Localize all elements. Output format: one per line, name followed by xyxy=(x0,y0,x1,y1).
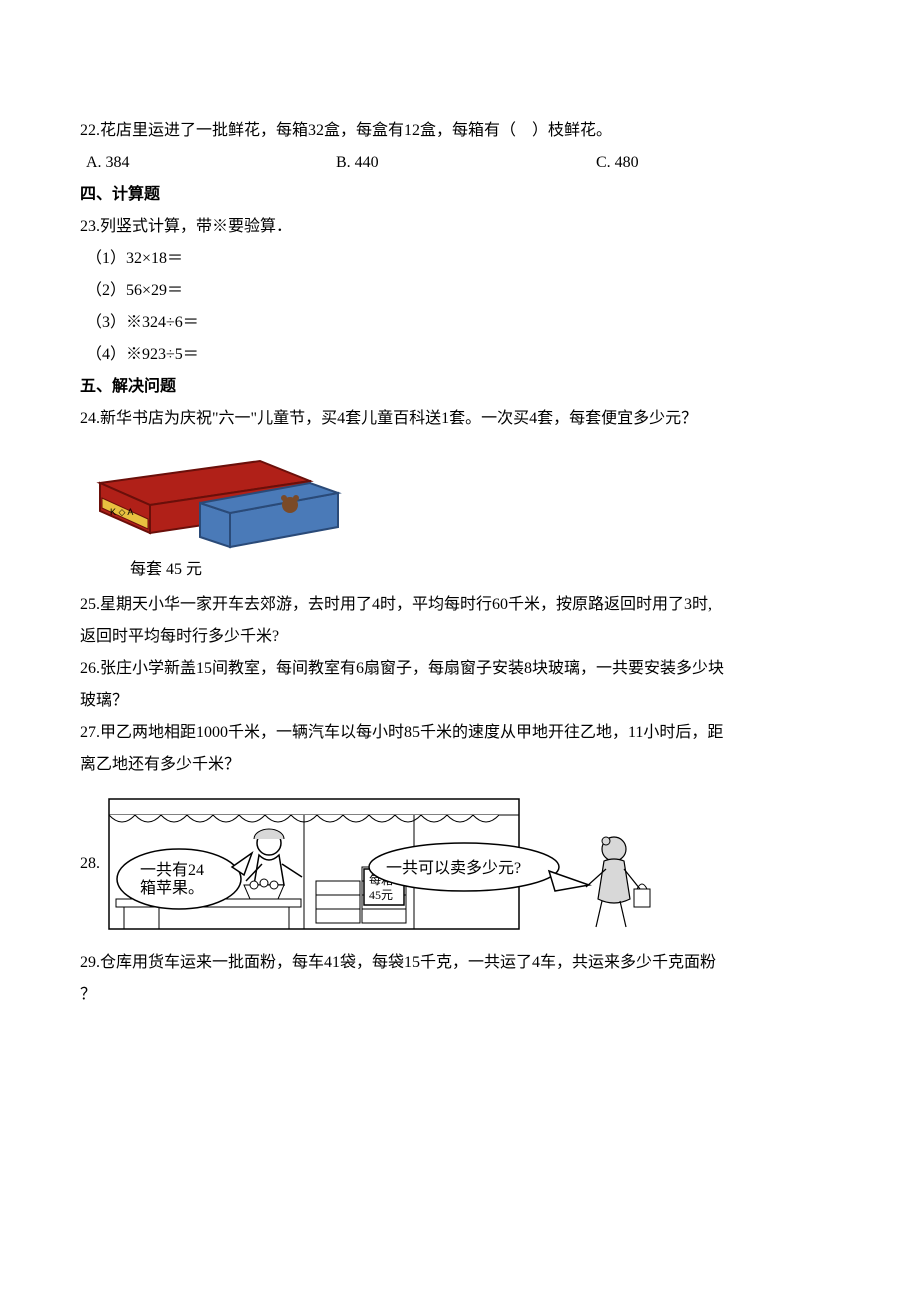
q29-line2: ？ xyxy=(80,979,840,1011)
svg-text:箱苹果。: 箱苹果。 xyxy=(140,879,204,897)
q26-line1: 26.张庄小学新盖15间教室，每间教室有6扇窗子，每扇窗子安装8块玻璃，一共要安… xyxy=(80,653,840,685)
q26-line2: 玻璃？ xyxy=(80,685,840,717)
svg-text:45元: 45元 xyxy=(369,888,393,902)
q23-sub3: （3）※324÷6＝ xyxy=(80,307,840,339)
q24-image: K ◇ A xyxy=(80,443,840,553)
q22-opt-b: B. 440 xyxy=(336,147,596,179)
q25-line2: 返回时平均每时行多少千米? xyxy=(80,621,840,653)
q24-caption: 每套 45 元 xyxy=(80,557,840,583)
q23-sub1: （1）32×18＝ xyxy=(80,243,840,275)
q27-line2: 离乙地还有多少千米？ xyxy=(80,749,840,781)
q22-options: A. 384 B. 440 C. 480 xyxy=(80,147,840,179)
q28-number: 28. xyxy=(80,855,100,873)
q24-text: 24.新华书店为庆祝"六一"儿童节，买4套儿童百科送1套。一次买4套，每套便宜多… xyxy=(80,403,840,435)
q22-text: 22.花店里运进了一批鲜花，每箱32盒，每盒有12盒，每箱有（ ）枝鲜花。 xyxy=(80,115,840,147)
q25-line1: 25.星期天小华一家开车去郊游，去时用了4时，平均每时行60千米，按原路返回时用… xyxy=(80,589,840,621)
q27-line1: 27.甲乙两地相距1000千米，一辆汽车以每小时85千米的速度从甲地开往乙地，1… xyxy=(80,717,840,749)
q22-opt-a: A. 384 xyxy=(86,147,336,179)
svg-text:一共有24: 一共有24 xyxy=(140,861,204,879)
section5-heading: 五、解决问题 xyxy=(80,371,840,403)
q22-opt-c: C. 480 xyxy=(596,147,840,179)
svg-text:K ◇ A: K ◇ A xyxy=(110,507,133,517)
q23-sub4: （4）※923÷5＝ xyxy=(80,339,840,371)
q23-sub2: （2）56×29＝ xyxy=(80,275,840,307)
section4-heading: 四、计算题 xyxy=(80,179,840,211)
q28-image: 每箱 45元 一共有24 箱苹果。 一共可以卖多少元? xyxy=(104,789,664,939)
svg-text:一共可以卖多少元?: 一共可以卖多少元? xyxy=(386,859,521,877)
q23-text: 23.列竖式计算，带※要验算． xyxy=(80,211,840,243)
q28-row: 28. xyxy=(80,789,840,939)
q29-line1: 29.仓库用货车运来一批面粉，每车41袋，每袋15千克，一共运了4车，共运来多少… xyxy=(80,947,840,979)
